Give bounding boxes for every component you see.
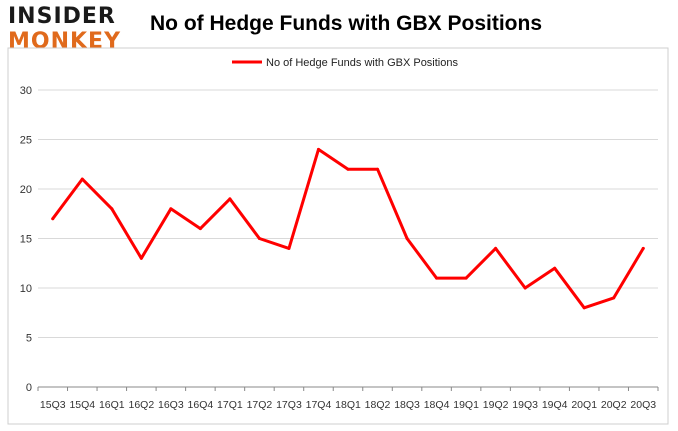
data-point — [169, 207, 173, 211]
y-tick-label: 20 — [20, 184, 32, 196]
x-axis-ticks: 15Q3 15Q4 16Q1 16Q2 16Q3 16Q4 17Q1 17Q2 17Q3 17Q4… — [37, 387, 659, 411]
gridlines — [38, 89, 658, 388]
data-point — [641, 246, 645, 250]
data-point — [612, 296, 616, 300]
x-tick-label: 16Q2 — [128, 399, 154, 411]
series-line — [51, 147, 645, 310]
chart-title: No of Hedge Funds with GBX Positions — [150, 12, 542, 35]
x-tick-label: 19Q2 — [483, 399, 509, 411]
x-tick-label: 19Q3 — [512, 399, 538, 411]
chart-border — [7, 47, 669, 425]
legend: No of Hedge Funds with GBX Positions — [232, 57, 458, 69]
data-point — [376, 167, 380, 171]
data-point — [405, 237, 409, 240]
x-tick-label: 17Q1 — [217, 399, 243, 411]
series-group — [51, 147, 645, 310]
data-point — [523, 286, 527, 290]
data-point — [464, 276, 468, 280]
x-tick-label: 15Q4 — [69, 399, 95, 411]
data-point — [139, 256, 143, 260]
data-point — [80, 177, 84, 181]
x-tick-label: 20Q2 — [601, 399, 627, 411]
x-tick-label: 15Q3 — [40, 399, 66, 411]
x-tick-label: 17Q2 — [247, 399, 273, 411]
legend-label: No of Hedge Funds with GBX Positions — [266, 57, 458, 69]
x-tick-label: 20Q1 — [571, 399, 597, 411]
x-tick-label: 20Q3 — [630, 399, 656, 411]
data-point — [51, 217, 55, 221]
x-tick-label: 19Q4 — [542, 399, 568, 411]
y-tick-label: 25 — [20, 135, 32, 147]
x-tick-label: 18Q2 — [365, 399, 391, 411]
data-point — [553, 266, 557, 270]
data-point — [257, 237, 261, 240]
x-tick-label: 18Q1 — [335, 399, 361, 411]
y-tick-label: 10 — [20, 283, 32, 295]
x-tick-label: 18Q3 — [394, 399, 420, 411]
data-point — [346, 167, 350, 171]
data-point — [582, 306, 586, 310]
x-tick-label: 17Q4 — [306, 399, 332, 411]
data-point — [110, 207, 114, 211]
x-tick-label: 16Q3 — [158, 399, 184, 411]
data-point — [316, 147, 320, 151]
data-point — [287, 246, 291, 250]
insider-monkey-logo: INSIDER MONKEY — [8, 4, 126, 56]
data-point — [198, 227, 202, 231]
x-tick-label: 16Q1 — [99, 399, 125, 411]
logo-text-insider: INSIDER — [8, 4, 116, 29]
data-point — [228, 197, 232, 201]
y-tick-label: 5 — [26, 333, 32, 345]
x-tick-label: 19Q1 — [453, 399, 479, 411]
x-tick-label: 18Q4 — [424, 399, 450, 411]
y-axis-ticks: 0 5 10 15 20 25 30 — [20, 85, 32, 394]
data-point — [494, 246, 498, 250]
y-tick-label: 30 — [20, 85, 32, 97]
y-tick-label: 0 — [26, 382, 32, 394]
y-tick-label: 15 — [20, 234, 32, 246]
x-tick-label: 17Q3 — [276, 399, 302, 411]
logo-text-monkey: MONKEY — [8, 29, 122, 54]
x-tick-label: 16Q4 — [188, 399, 214, 411]
data-point — [435, 276, 439, 280]
